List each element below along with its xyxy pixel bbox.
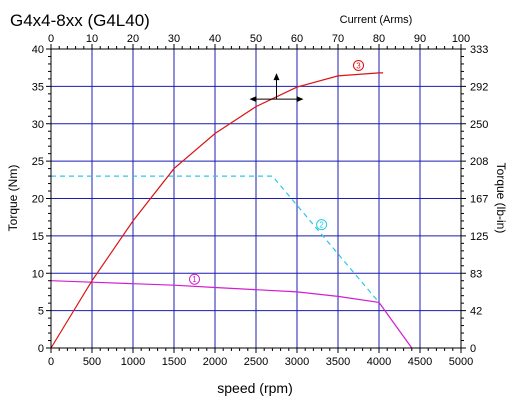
y2-tick-label: 333 bbox=[470, 44, 488, 56]
y2-tick-label: 292 bbox=[470, 81, 488, 93]
x-tick-label: 0 bbox=[48, 356, 54, 368]
x-tick-label: 3000 bbox=[285, 356, 309, 368]
y-tick-label: 10 bbox=[32, 268, 44, 280]
axis-ticks: 0 500 1000 1500 2000 2500 3000 3500 4000 4500 5000… bbox=[32, 33, 489, 368]
series-lines: 1 2 3 bbox=[50, 59, 413, 349]
arrow-left-icon bbox=[249, 96, 257, 103]
torque-lbin-axis-title: Torque (lb-in) bbox=[494, 163, 508, 234]
series-line-2 bbox=[51, 175, 380, 303]
x2-tick-label: 70 bbox=[332, 33, 344, 45]
y-tick-label: 15 bbox=[32, 231, 44, 243]
x-tick-label: 4000 bbox=[367, 356, 391, 368]
y2-tick-label: 42 bbox=[470, 306, 482, 318]
x2-tick-label: 90 bbox=[414, 33, 426, 45]
y-tick-label: 40 bbox=[32, 44, 44, 56]
plot-frame bbox=[50, 48, 462, 349]
y2-tick-label: 0 bbox=[470, 343, 476, 355]
series-label-1: 1 bbox=[192, 275, 197, 284]
arrow-up-icon bbox=[273, 73, 280, 81]
x2-tick-label: 80 bbox=[373, 33, 385, 45]
grid bbox=[51, 49, 461, 348]
y2-tick-label: 125 bbox=[470, 231, 488, 243]
x2-tick-label: 100 bbox=[452, 33, 470, 45]
series-marker-3 bbox=[353, 59, 364, 71]
series-marker-2 bbox=[316, 219, 328, 231]
y-tick-label: 30 bbox=[32, 119, 44, 131]
torque-nm-axis-title: Torque (Nm) bbox=[6, 165, 20, 232]
x2-tick-label: 10 bbox=[86, 33, 98, 45]
x-tick-label: 3500 bbox=[326, 356, 350, 368]
y2-tick-label: 167 bbox=[470, 194, 488, 206]
y-tick-label: 25 bbox=[32, 156, 44, 168]
y-tick-label: 5 bbox=[38, 306, 44, 318]
x2-tick-label: 20 bbox=[127, 33, 139, 45]
series-label-3: 3 bbox=[356, 61, 361, 70]
series-line-3 bbox=[50, 72, 384, 349]
x2-tick-label: 0 bbox=[48, 33, 54, 45]
y-tick-label: 20 bbox=[32, 194, 44, 206]
x-tick-label: 2000 bbox=[203, 356, 227, 368]
series-line-1 bbox=[50, 280, 413, 349]
series-label-2: 2 bbox=[319, 221, 324, 230]
chart-title: G4x4-8xx (G4L40) bbox=[10, 11, 150, 30]
speed-axis-title: speed (rpm) bbox=[217, 380, 292, 396]
x-tick-label: 4500 bbox=[408, 356, 432, 368]
x2-tick-label: 40 bbox=[209, 33, 221, 45]
y2-tick-label: 208 bbox=[470, 156, 488, 168]
arrow-right-icon bbox=[296, 96, 304, 103]
x-tick-label: 2500 bbox=[244, 356, 268, 368]
y-tick-label: 35 bbox=[32, 81, 44, 93]
x2-tick-label: 50 bbox=[250, 33, 262, 45]
x-tick-label: 5000 bbox=[449, 356, 473, 368]
x2-tick-label: 60 bbox=[291, 33, 303, 45]
y2-tick-label: 83 bbox=[470, 268, 482, 280]
y-tick-label: 0 bbox=[38, 343, 44, 355]
series-marker-1 bbox=[189, 273, 200, 285]
y2-tick-label: 250 bbox=[470, 119, 488, 131]
x2-tick-label: 30 bbox=[168, 33, 180, 45]
x-tick-label: 1500 bbox=[162, 356, 186, 368]
x-tick-label: 500 bbox=[83, 356, 101, 368]
x-tick-label: 1000 bbox=[121, 356, 145, 368]
annotations bbox=[249, 73, 304, 103]
current-axis-title: Current (Arms) bbox=[340, 14, 413, 26]
